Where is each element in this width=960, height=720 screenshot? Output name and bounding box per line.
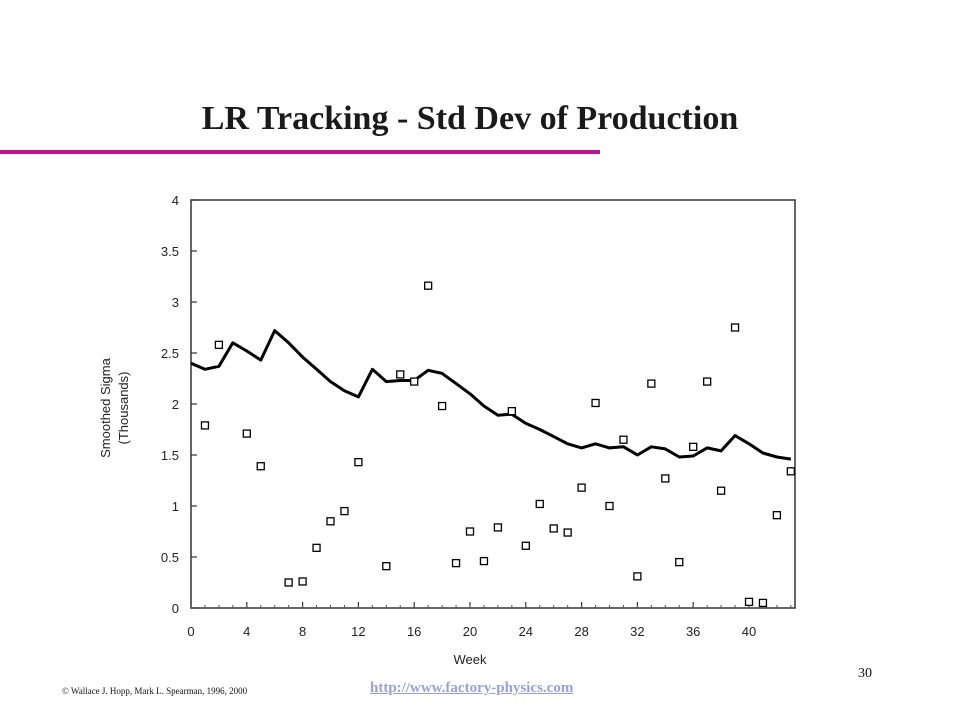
y-tick-label: 4 <box>172 193 179 208</box>
y-axis-title-line1: Smoothed Sigma <box>98 357 113 457</box>
y-tick-label: 1 <box>172 499 179 514</box>
data-point-marker <box>716 486 726 495</box>
data-point-marker <box>354 457 363 467</box>
data-point-marker <box>214 340 224 349</box>
data-point-marker <box>284 578 293 587</box>
data-point-marker <box>535 499 544 509</box>
website-link[interactable]: http://www.factory-physics.com <box>370 680 574 696</box>
data-point-marker <box>591 398 600 408</box>
data-point-marker <box>465 527 475 536</box>
x-tick-label: 24 <box>519 624 533 639</box>
y-tick-label: 0 <box>172 601 179 616</box>
x-tick-label: 32 <box>630 624 644 639</box>
slide-title: LR Tracking - Std Dev of Production <box>201 100 739 137</box>
smoothed-sigma-line <box>190 329 792 461</box>
data-point-marker <box>256 462 265 471</box>
y-tick-label: 3.5 <box>161 244 179 259</box>
x-tick-label: 8 <box>299 624 306 639</box>
title-underline <box>0 150 600 154</box>
data-point-marker <box>577 483 586 492</box>
data-point-marker <box>786 467 795 476</box>
x-tick-label: 0 <box>187 624 194 639</box>
data-point-marker <box>605 501 614 511</box>
y-tick-label: 0.5 <box>161 550 179 565</box>
data-point-marker <box>423 281 433 290</box>
data-point-marker <box>689 442 698 451</box>
data-point-marker <box>563 528 572 537</box>
data-point-marker <box>437 401 447 411</box>
copyright-notice: © Wallace J. Hopp, Mark L. Spearman, 199… <box>62 686 248 696</box>
data-point-marker <box>326 517 335 526</box>
data-point-marker <box>730 323 740 332</box>
data-point-marker <box>479 556 489 566</box>
x-tick-label: 4 <box>243 624 250 639</box>
data-point-marker <box>340 506 349 516</box>
data-point-marker <box>661 474 670 483</box>
x-tick-label: 12 <box>351 624 365 639</box>
data-point-marker <box>451 558 461 568</box>
x-tick-label: 36 <box>686 624 700 639</box>
data-point-marker <box>758 598 768 608</box>
data-point-marker <box>507 406 517 416</box>
data-point-marker <box>242 429 251 438</box>
x-tick-label: 16 <box>407 624 421 639</box>
x-tick-label: 20 <box>463 624 477 639</box>
data-point-marker <box>312 543 321 552</box>
data-point-marker <box>493 523 503 532</box>
data-point-marker <box>633 572 642 581</box>
data-point-marker <box>647 379 656 388</box>
y-tick-label: 1.5 <box>161 448 179 463</box>
data-point-marker <box>619 435 628 444</box>
y-tick-label: 2 <box>172 397 179 412</box>
data-point-marker <box>298 577 307 586</box>
data-point-marker <box>521 541 530 550</box>
data-point-marker <box>703 377 712 386</box>
y-axis-title-line2: (Thousands) <box>116 372 131 445</box>
x-axis-title: Week <box>454 652 487 667</box>
x-tick-label: 40 <box>742 624 756 639</box>
data-point-marker <box>772 511 782 520</box>
data-point-marker <box>200 421 210 430</box>
y-tick-label: 2.5 <box>161 346 179 361</box>
data-point-marker <box>675 557 684 567</box>
data-point-marker <box>549 524 558 533</box>
data-point-marker <box>744 597 754 607</box>
data-point-marker <box>382 562 391 571</box>
data-point-marker <box>396 370 405 379</box>
x-tick-label: 28 <box>574 624 588 639</box>
page-number: 30 <box>858 666 872 681</box>
data-point-marker <box>410 377 419 386</box>
plot-frame <box>190 199 796 609</box>
y-tick-label: 3 <box>172 295 179 310</box>
